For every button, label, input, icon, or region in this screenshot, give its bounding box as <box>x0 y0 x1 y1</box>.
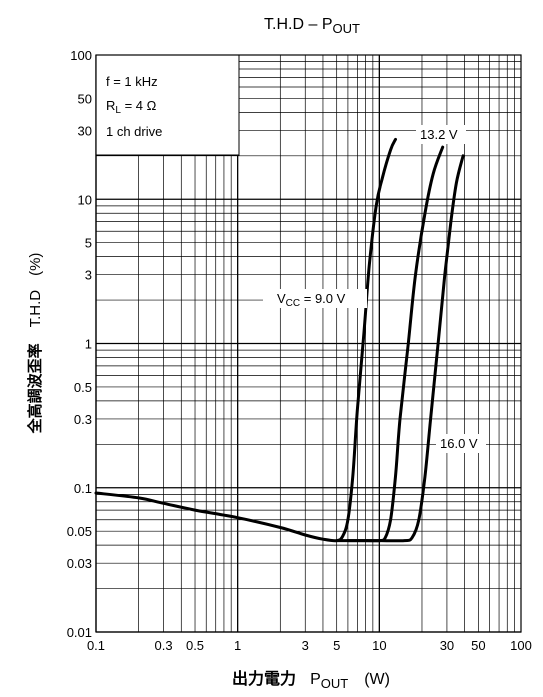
y-tick-label: 0.01 <box>67 625 92 640</box>
condition-drive: 1 ch drive <box>106 124 162 139</box>
curves-group <box>94 137 465 543</box>
x-tick-label: 30 <box>440 638 454 653</box>
y-tick-label: 1 <box>85 337 92 352</box>
x-tick-label: 0.3 <box>155 638 173 653</box>
x-tick-label: 1 <box>234 638 241 653</box>
y-axis-label: 全高調波歪率T.H.D(%) <box>26 253 44 435</box>
chart-title: T.H.D – POUT <box>264 16 360 36</box>
y-tick-label: 30 <box>78 123 92 138</box>
y-tick-label: 0.1 <box>74 481 92 496</box>
x-tick-labels: 0.1 0.3 0.5 1 3 5 10 30 50 100 <box>87 638 532 653</box>
y-tick-label: 50 <box>78 91 92 106</box>
y-tick-label: 0.5 <box>74 380 92 395</box>
conditions-box <box>95 54 240 156</box>
x-tick-label: 0.1 <box>87 638 105 653</box>
y-tick-label: 0.03 <box>67 556 92 571</box>
svg-text:全高調波歪率T.H.D(%): 全高調波歪率T.H.D(%) <box>26 253 44 435</box>
y-tick-label: 3 <box>85 268 92 283</box>
x-tick-label: 0.5 <box>186 638 204 653</box>
y-tick-label: 5 <box>85 236 92 251</box>
y-tick-label: 0.05 <box>67 524 92 539</box>
y-tick-label: 10 <box>78 192 92 207</box>
series-label-9v: VCC = 9.0 V <box>277 291 346 309</box>
y-tick-label: 0.3 <box>74 412 92 427</box>
series-label-9v-bg <box>263 289 367 308</box>
y-tick-labels: 0.01 0.03 0.05 0.1 0.3 0.5 1 3 5 10 30 50 100 <box>67 48 92 640</box>
series-label-13v: 13.2 V <box>420 127 458 142</box>
x-axis-label: 出力電力 POUT (W) <box>232 669 390 691</box>
series-line-0 <box>94 137 397 543</box>
x-tick-label: 5 <box>333 638 340 653</box>
plot-frame <box>95 54 522 633</box>
series-label-16v: 16.0 V <box>440 436 478 451</box>
y-tick-label: 100 <box>70 48 92 63</box>
x-tick-label: 100 <box>510 638 532 653</box>
x-tick-label: 10 <box>372 638 386 653</box>
series-label-13v-bg <box>416 125 466 144</box>
condition-load: RL = 4 Ω <box>106 98 157 116</box>
x-tick-label: 3 <box>302 638 309 653</box>
x-tick-label: 50 <box>471 638 485 653</box>
condition-frequency: f = 1 kHz <box>106 74 158 89</box>
series-line-2 <box>346 154 465 543</box>
series-label-16v-bg <box>436 434 486 453</box>
